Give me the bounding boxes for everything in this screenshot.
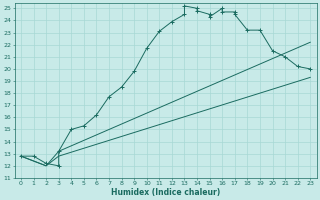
X-axis label: Humidex (Indice chaleur): Humidex (Indice chaleur) [111,188,220,197]
